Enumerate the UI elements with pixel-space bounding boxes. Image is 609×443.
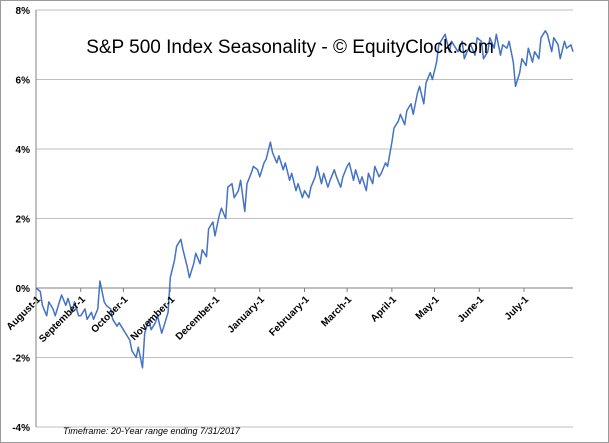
y-tick-label: 8%: [16, 6, 31, 17]
series-line: [35, 30, 574, 369]
chart-title: S&P 500 Index Seasonality - © EquityCloc…: [86, 37, 494, 58]
y-tick-label: 6%: [16, 76, 31, 87]
y-tick-label: -2%: [12, 354, 30, 365]
y-tick-label: 0%: [16, 284, 31, 295]
y-tick-label: 2%: [16, 215, 31, 226]
y-tick-label: 4%: [16, 145, 31, 156]
y-tick-label: -4%: [12, 423, 30, 434]
chart-footnote: Timeframe: 20-Year range ending 7/31/201…: [63, 426, 241, 436]
series-layer: [35, 30, 574, 369]
